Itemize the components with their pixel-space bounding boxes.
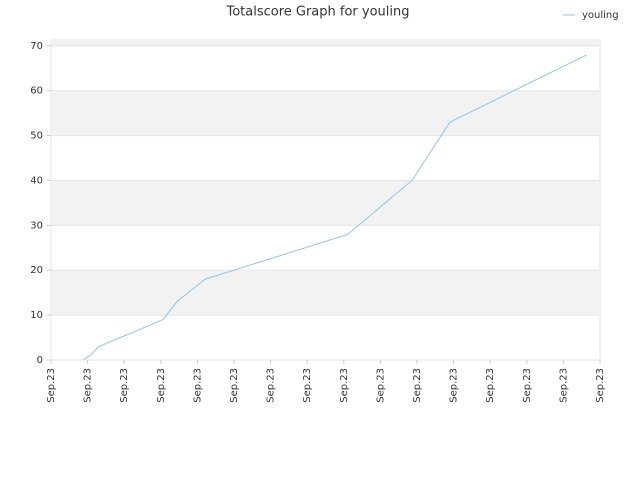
data-line xyxy=(82,54,588,361)
y-tick-label: 70 xyxy=(30,41,43,52)
x-tick-label: Sep.23 xyxy=(302,368,313,403)
y-tick-label: 0 xyxy=(37,355,43,366)
y-tick-label: 60 xyxy=(30,86,43,97)
x-tick-label: Sep.23 xyxy=(375,368,386,403)
x-tick-label: Sep.23 xyxy=(485,368,496,403)
y-tick-label: 50 xyxy=(30,131,43,142)
legend-label: youling xyxy=(582,10,619,21)
x-tick-label: Sep.23 xyxy=(449,368,460,403)
grid-band xyxy=(51,270,600,316)
x-tick-label: Sep.23 xyxy=(156,368,167,403)
x-tick-label: Sep.23 xyxy=(192,368,203,403)
x-tick-label: Sep.23 xyxy=(83,368,94,403)
x-tick-label: Sep.23 xyxy=(119,368,130,403)
x-tick-label: Sep.23 xyxy=(339,368,350,403)
y-tick-label: 20 xyxy=(30,265,43,276)
grid-band xyxy=(51,90,600,136)
x-tick-label: Sep.23 xyxy=(522,368,533,403)
x-tick-label: Sep.23 xyxy=(558,368,569,403)
y-tick-label: 30 xyxy=(30,220,43,231)
x-tick-label: Sep.23 xyxy=(412,368,423,403)
x-tick-label: Sep.23 xyxy=(595,368,606,403)
grid-band xyxy=(51,180,600,226)
grid-band xyxy=(51,40,600,46)
x-tick-label: Sep.23 xyxy=(46,368,57,403)
x-tick-label: Sep.23 xyxy=(266,368,277,403)
y-tick-label: 40 xyxy=(30,175,43,186)
chart-title: Totalscore Graph for youling xyxy=(225,5,409,20)
x-tick-label: Sep.23 xyxy=(229,368,240,403)
y-tick-label: 10 xyxy=(30,310,43,321)
